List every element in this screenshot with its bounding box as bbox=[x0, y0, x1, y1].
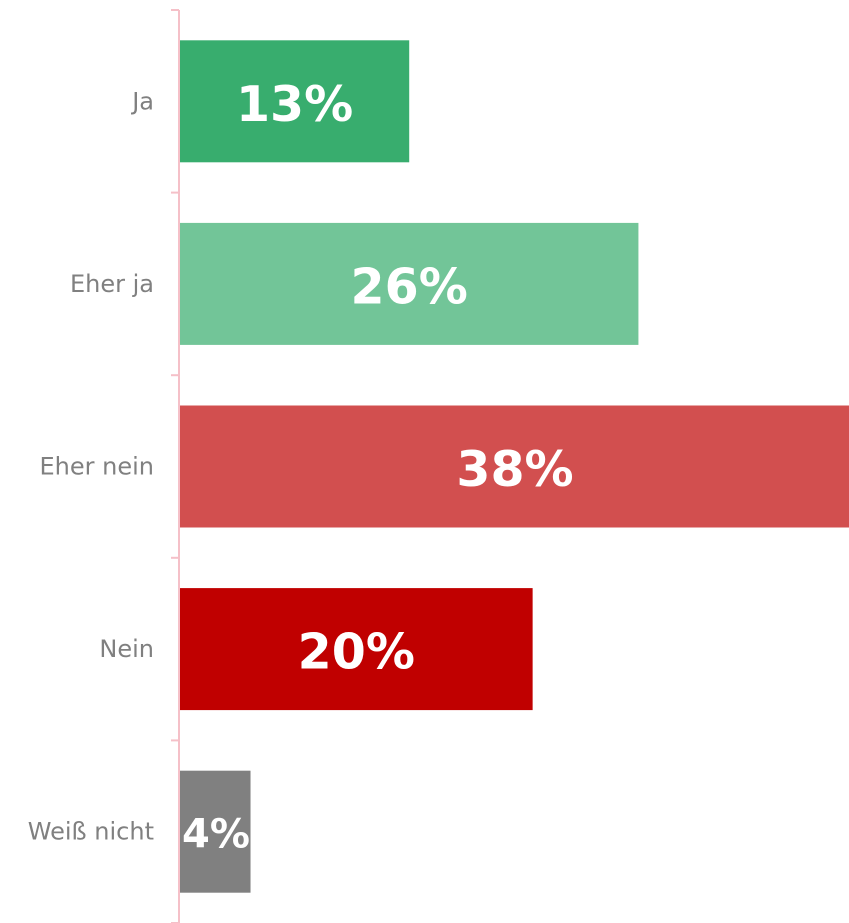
bar bbox=[180, 770, 251, 893]
category-label: Weiß nicht bbox=[28, 818, 154, 846]
bar bbox=[180, 405, 849, 528]
bars-group bbox=[180, 40, 849, 893]
value-label: 26% bbox=[351, 258, 468, 315]
category-axis-ticks bbox=[171, 9, 179, 923]
bar bbox=[180, 222, 639, 345]
value-labels: 13% 26% 38% 20% 4% bbox=[182, 76, 574, 858]
value-label: 4% bbox=[182, 812, 250, 858]
category-label: Ja bbox=[130, 87, 154, 115]
value-label: 38% bbox=[456, 441, 573, 498]
bar bbox=[180, 40, 410, 163]
value-label: 13% bbox=[236, 76, 353, 133]
value-label: 20% bbox=[298, 624, 415, 681]
category-label: Nein bbox=[99, 635, 154, 663]
category-label: Eher nein bbox=[40, 453, 155, 481]
category-label: Eher ja bbox=[70, 270, 154, 298]
bar bbox=[180, 588, 533, 711]
category-labels: Ja Eher ja Eher nein Nein Weiß nicht bbox=[28, 87, 154, 845]
